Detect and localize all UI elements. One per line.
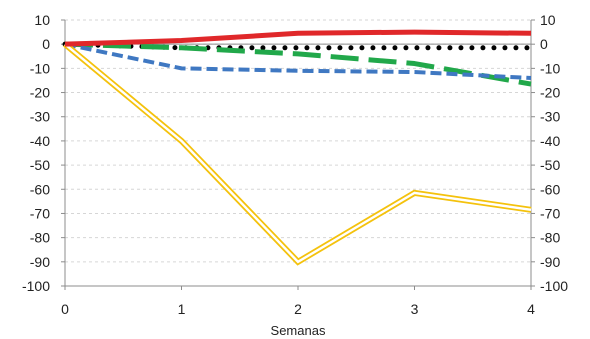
series-long-dash <box>64 41 532 87</box>
y-tick-label-right: 10 <box>540 12 556 28</box>
x-tick-label: 0 <box>61 301 69 317</box>
x-tick-label: 1 <box>178 301 186 317</box>
y-tick-label-right: -50 <box>540 157 560 173</box>
y-tick-label-left: 0 <box>42 36 50 52</box>
y-tick-label-left: -100 <box>22 278 50 294</box>
y-tick-label-right: -90 <box>540 254 560 270</box>
label-layer: 10 100 0-10 -10-20 -20-30 -30-40 -40-50 -50-60-… <box>22 12 568 338</box>
y-tick-label-right: -40 <box>540 133 560 149</box>
x-tick-label: 4 <box>527 301 535 317</box>
x-tick-label: 2 <box>294 301 302 317</box>
y-tick-label-right: 0 <box>540 36 548 52</box>
series-line <box>64 41 532 87</box>
y-tick-label-left: -20 <box>30 85 50 101</box>
x-tick-label: 3 <box>411 301 419 317</box>
y-tick-label-left: -90 <box>30 254 50 270</box>
series-line <box>62 41 534 51</box>
x-axis-title: Semanas <box>271 323 326 338</box>
y-tick-label-left: -70 <box>30 205 50 221</box>
series-dashed <box>64 42 532 81</box>
y-tick-label-left: -30 <box>30 109 50 125</box>
y-tick-label-left: -50 <box>30 157 50 173</box>
series-line <box>64 29 532 47</box>
series-line-double-outer <box>63 41 532 266</box>
y-tick-label-right: -80 <box>540 230 560 246</box>
y-tick-label-left: -40 <box>30 133 50 149</box>
axis-layer <box>61 19 535 290</box>
series-line <box>64 42 532 81</box>
y-tick-label-right: -20 <box>540 85 560 101</box>
y-tick-label-left: -80 <box>30 230 50 246</box>
y-tick-label-left: -10 <box>30 60 50 76</box>
y-tick-label-right: -10 <box>540 60 560 76</box>
series-dotted <box>62 41 534 51</box>
y-tick-label-right: -100 <box>540 278 568 294</box>
y-tick-label-left: 10 <box>34 12 50 28</box>
series-layer <box>62 29 534 266</box>
series-double <box>63 41 532 266</box>
series-solid <box>64 29 532 47</box>
y-tick-label-right: -30 <box>540 109 560 125</box>
y-tick-label-right: -60 <box>540 181 560 197</box>
y-tick-label-right: -70 <box>540 205 560 221</box>
y-tick-label-left: -60 <box>30 181 50 197</box>
series-line-double-inner <box>64 43 532 264</box>
